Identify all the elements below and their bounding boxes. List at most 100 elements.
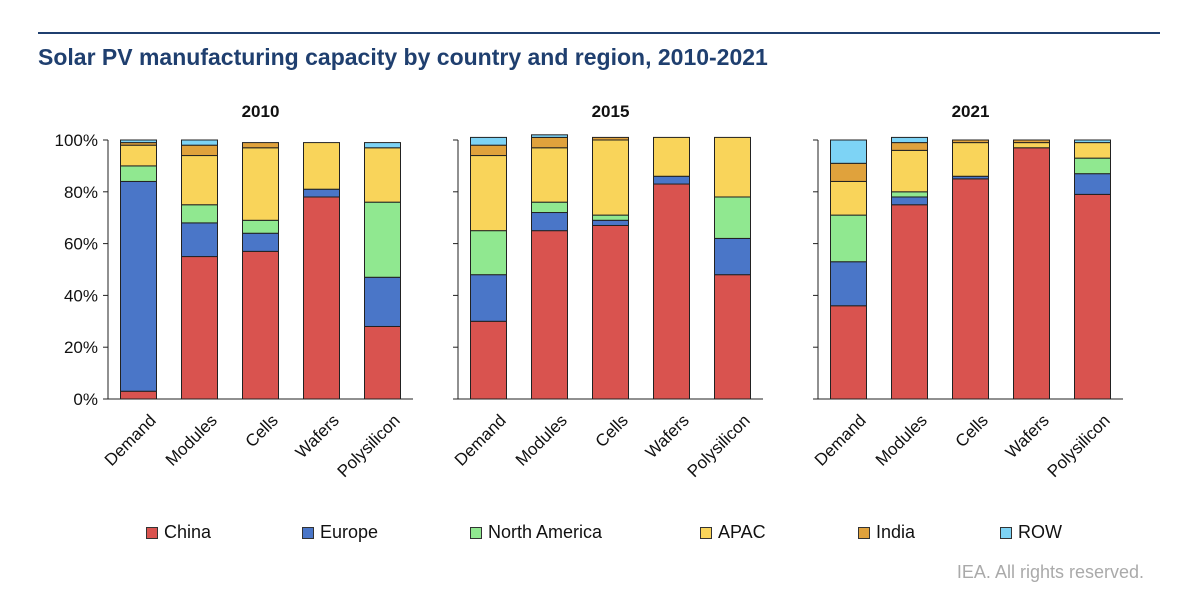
category-label: Wafers	[1002, 411, 1053, 462]
bar-segment	[181, 204, 218, 224]
bar-segment	[891, 136, 928, 144]
bar-segment	[242, 250, 279, 400]
bar-segment	[592, 219, 629, 226]
category-label: Demand	[811, 411, 870, 470]
category-label: Modules	[162, 411, 221, 470]
bar-segment	[120, 139, 157, 144]
panel-title: 2010	[242, 102, 280, 121]
bar-segment	[1074, 157, 1111, 175]
bar-segment	[470, 136, 507, 146]
legend-label: India	[876, 522, 916, 542]
bar-segment	[714, 196, 751, 239]
y-tick-label: 20%	[64, 338, 98, 357]
bar-segment	[1074, 193, 1111, 400]
bar-segment	[714, 274, 751, 400]
bar-segment	[952, 139, 989, 144]
bar-segment	[830, 261, 867, 307]
bar-segment	[1074, 173, 1111, 195]
category-label: Wafers	[292, 411, 343, 462]
bar-segment	[531, 147, 568, 203]
bar-segment	[1013, 139, 1050, 144]
bar-segment	[303, 142, 340, 190]
bar-segment	[891, 191, 928, 198]
bar-segment	[592, 214, 629, 221]
legend-swatch	[302, 526, 314, 539]
bar-segment	[653, 136, 690, 177]
category-label: Demand	[451, 411, 510, 470]
bar-segment	[531, 212, 568, 232]
bar-segment	[364, 147, 401, 203]
bar-segment	[592, 139, 629, 216]
source-note: IEA. All rights reserved.	[956, 562, 1144, 582]
legend-label: North America	[488, 522, 603, 542]
bar-segment	[470, 144, 507, 157]
legend-swatch	[1000, 526, 1012, 539]
category-label: Polysilicon	[1044, 411, 1114, 481]
header-rule	[38, 32, 1160, 34]
category-label: Polysilicon	[684, 411, 754, 481]
bar-segment	[830, 180, 867, 216]
legend: China Europe North America APAC India ROW	[0, 522, 1200, 546]
y-tick-label: 40%	[64, 286, 98, 305]
y-tick-label: 100%	[55, 131, 98, 150]
bar-segment	[952, 142, 989, 177]
bar-segment	[653, 175, 690, 185]
category-label: Demand	[101, 411, 160, 470]
bar-segment	[1013, 142, 1050, 149]
panel-title: 2021	[952, 102, 990, 121]
bar-segment	[181, 256, 218, 400]
bar-segment	[242, 142, 279, 149]
bar-segment	[714, 136, 751, 198]
bar-segment	[120, 180, 157, 392]
legend-item: ROW	[1000, 522, 1062, 543]
bar-segment	[830, 305, 867, 400]
bar-segment	[242, 219, 279, 234]
bar-segment	[592, 224, 629, 400]
legend-swatch	[700, 526, 712, 539]
bar-segment	[1074, 139, 1111, 144]
legend-item: APAC	[700, 522, 766, 543]
bar-segment	[181, 155, 218, 206]
bar-segment	[470, 155, 507, 232]
legend-item: India	[858, 522, 915, 543]
category-label: Cells	[242, 411, 282, 451]
bar-segment	[952, 178, 989, 400]
legend-swatch	[470, 526, 482, 539]
bar-segment	[364, 325, 401, 400]
bar-segment	[181, 139, 218, 146]
legend-item: North America	[470, 522, 602, 543]
bar-segment	[891, 149, 928, 193]
bar-segment	[120, 390, 157, 400]
legend-swatch	[858, 526, 870, 539]
bar-segment	[242, 147, 279, 221]
bar-segment	[891, 204, 928, 400]
bar-segment	[830, 214, 867, 263]
bar-segment	[181, 222, 218, 258]
bar-segment	[830, 162, 867, 182]
category-label: Modules	[872, 411, 931, 470]
bar-segment	[470, 274, 507, 322]
panel-title: 2015	[592, 102, 630, 121]
bar-segment	[830, 139, 867, 164]
bar-segment	[891, 196, 928, 206]
chart-title: Solar PV manufacturing capacity by count…	[38, 44, 768, 70]
legend-item: Europe	[302, 522, 378, 543]
bar-segment	[120, 144, 157, 167]
bar-segment	[364, 276, 401, 327]
bar-segment	[242, 232, 279, 252]
bar-segment	[653, 183, 690, 400]
bar-segment	[531, 134, 568, 138]
category-label: Polysilicon	[334, 411, 404, 481]
bar-segment	[531, 201, 568, 214]
y-tick-label: 60%	[64, 235, 98, 254]
legend-label: China	[164, 522, 212, 542]
bar-segment	[470, 230, 507, 276]
bar-segment	[181, 144, 218, 157]
bar-segment	[531, 136, 568, 149]
category-label: Modules	[512, 411, 571, 470]
category-label: Cells	[592, 411, 632, 451]
